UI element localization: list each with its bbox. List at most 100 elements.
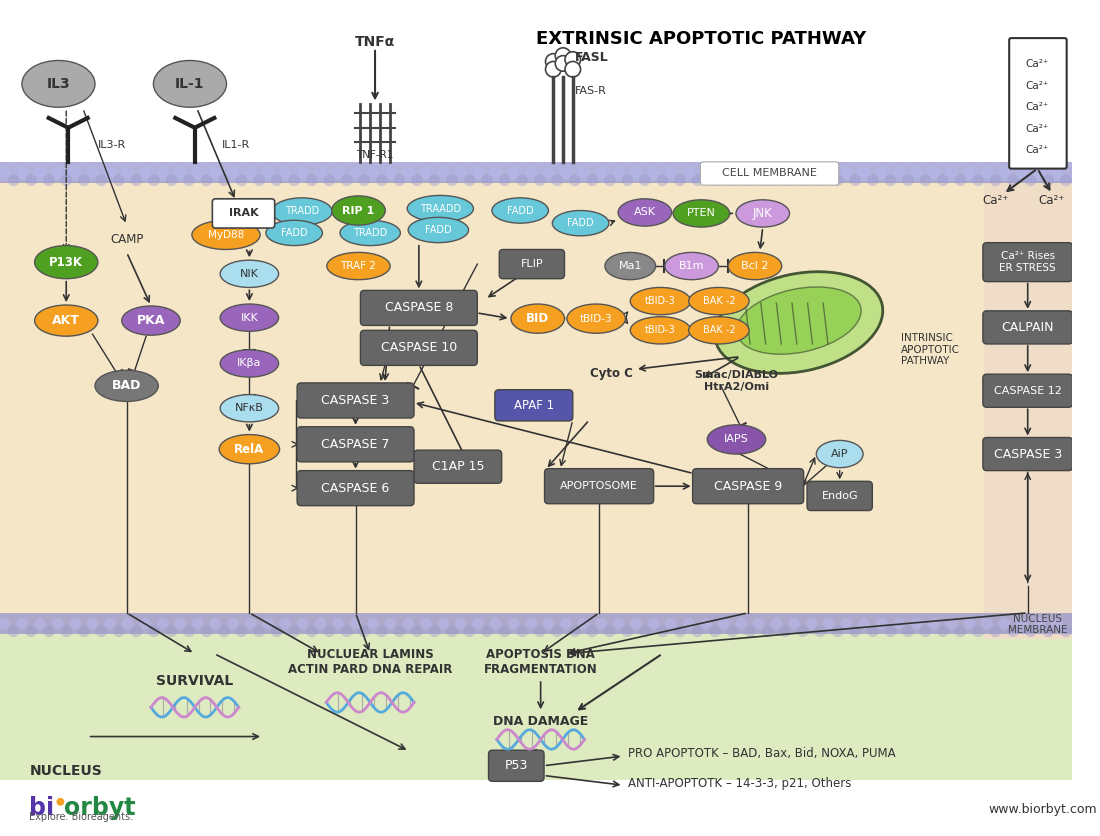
FancyBboxPatch shape bbox=[297, 383, 414, 418]
Text: NUCLEUS: NUCLEUS bbox=[30, 763, 102, 777]
Circle shape bbox=[209, 166, 221, 178]
Text: CALPAIN: CALPAIN bbox=[1001, 321, 1054, 334]
Text: FADD: FADD bbox=[568, 218, 594, 228]
Circle shape bbox=[683, 618, 694, 630]
Ellipse shape bbox=[689, 288, 749, 314]
Circle shape bbox=[122, 618, 133, 630]
Circle shape bbox=[403, 166, 414, 178]
Circle shape bbox=[911, 618, 923, 630]
Text: CELL MEMBRANE: CELL MEMBRANE bbox=[722, 169, 817, 179]
Circle shape bbox=[551, 625, 563, 637]
Text: FADD: FADD bbox=[425, 225, 452, 235]
Circle shape bbox=[946, 618, 958, 630]
Text: PKA: PKA bbox=[136, 314, 165, 327]
FancyBboxPatch shape bbox=[488, 750, 544, 782]
Circle shape bbox=[411, 625, 422, 637]
Circle shape bbox=[218, 175, 230, 186]
Text: tBID-3: tBID-3 bbox=[580, 314, 613, 324]
Ellipse shape bbox=[272, 198, 332, 225]
Circle shape bbox=[279, 166, 292, 178]
Circle shape bbox=[718, 618, 729, 630]
Circle shape bbox=[166, 175, 177, 186]
Text: P53: P53 bbox=[505, 759, 528, 772]
Circle shape bbox=[578, 618, 590, 630]
Ellipse shape bbox=[566, 304, 626, 334]
Circle shape bbox=[34, 166, 46, 178]
FancyBboxPatch shape bbox=[807, 482, 872, 511]
Text: TNFα: TNFα bbox=[355, 35, 395, 49]
Circle shape bbox=[867, 175, 879, 186]
Circle shape bbox=[1059, 175, 1071, 186]
FancyBboxPatch shape bbox=[983, 437, 1072, 471]
Circle shape bbox=[902, 175, 914, 186]
Circle shape bbox=[1016, 166, 1027, 178]
Circle shape bbox=[999, 618, 1010, 630]
Circle shape bbox=[745, 625, 756, 637]
Circle shape bbox=[516, 175, 528, 186]
Text: Explore. Bioreagents.: Explore. Bioreagents. bbox=[30, 813, 133, 823]
Circle shape bbox=[639, 625, 651, 637]
Ellipse shape bbox=[630, 317, 691, 344]
Ellipse shape bbox=[220, 260, 278, 288]
Circle shape bbox=[805, 618, 817, 630]
Circle shape bbox=[306, 175, 318, 186]
Bar bbox=[0, 635, 1071, 785]
Circle shape bbox=[542, 618, 554, 630]
Circle shape bbox=[754, 166, 764, 178]
Text: IL3-R: IL3-R bbox=[98, 140, 125, 150]
Text: CASPASE 10: CASPASE 10 bbox=[381, 341, 456, 354]
Circle shape bbox=[964, 618, 975, 630]
Text: CASPASE 12: CASPASE 12 bbox=[993, 385, 1062, 395]
Circle shape bbox=[69, 166, 81, 178]
Circle shape bbox=[736, 166, 747, 178]
Ellipse shape bbox=[34, 305, 98, 336]
Text: CASPASE 6: CASPASE 6 bbox=[321, 482, 389, 495]
Text: Ca²⁺: Ca²⁺ bbox=[1026, 81, 1049, 91]
Circle shape bbox=[306, 625, 318, 637]
Text: EXTRINSIC APOPTOTIC PATHWAY: EXTRINSIC APOPTOTIC PATHWAY bbox=[536, 30, 867, 48]
Circle shape bbox=[455, 618, 466, 630]
Circle shape bbox=[1034, 618, 1045, 630]
Circle shape bbox=[745, 175, 756, 186]
Ellipse shape bbox=[220, 349, 278, 377]
Circle shape bbox=[288, 625, 300, 637]
Circle shape bbox=[350, 166, 362, 178]
Circle shape bbox=[736, 618, 747, 630]
Circle shape bbox=[972, 625, 983, 637]
Text: APAF 1: APAF 1 bbox=[514, 399, 554, 412]
Circle shape bbox=[166, 625, 177, 637]
Circle shape bbox=[902, 625, 914, 637]
Circle shape bbox=[96, 625, 107, 637]
Ellipse shape bbox=[737, 287, 861, 354]
Text: CASPASE 8: CASPASE 8 bbox=[385, 302, 453, 314]
Circle shape bbox=[955, 625, 966, 637]
Text: TRAF 2: TRAF 2 bbox=[341, 261, 376, 271]
Circle shape bbox=[551, 175, 563, 186]
Circle shape bbox=[464, 625, 475, 637]
Ellipse shape bbox=[327, 252, 390, 280]
Circle shape bbox=[928, 166, 940, 178]
Circle shape bbox=[884, 175, 896, 186]
Text: IKK: IKK bbox=[241, 313, 258, 323]
Circle shape bbox=[490, 166, 502, 178]
Circle shape bbox=[796, 625, 808, 637]
Circle shape bbox=[332, 166, 344, 178]
Ellipse shape bbox=[191, 220, 260, 249]
Circle shape bbox=[1008, 625, 1019, 637]
Ellipse shape bbox=[736, 200, 790, 227]
Text: CASPASE 9: CASPASE 9 bbox=[714, 480, 782, 492]
Ellipse shape bbox=[715, 272, 883, 374]
Circle shape bbox=[893, 166, 905, 178]
FancyBboxPatch shape bbox=[544, 469, 653, 504]
Bar bbox=[0, 162, 1071, 183]
Circle shape bbox=[701, 618, 712, 630]
Text: IL1-R: IL1-R bbox=[222, 140, 251, 150]
Circle shape bbox=[262, 166, 274, 178]
Circle shape bbox=[692, 175, 703, 186]
Circle shape bbox=[893, 618, 905, 630]
Text: APOPTOSIS DNA
FRAGMENTATION: APOPTOSIS DNA FRAGMENTATION bbox=[484, 648, 597, 675]
Circle shape bbox=[1025, 175, 1036, 186]
FancyBboxPatch shape bbox=[701, 162, 838, 186]
Circle shape bbox=[534, 175, 546, 186]
Ellipse shape bbox=[219, 435, 279, 464]
